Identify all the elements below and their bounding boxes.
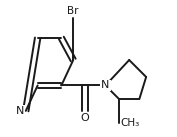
Text: CH₃: CH₃ [121, 118, 140, 128]
Text: N: N [101, 80, 110, 90]
Text: O: O [81, 113, 90, 123]
Text: N: N [16, 106, 24, 116]
Text: Br: Br [67, 6, 79, 16]
